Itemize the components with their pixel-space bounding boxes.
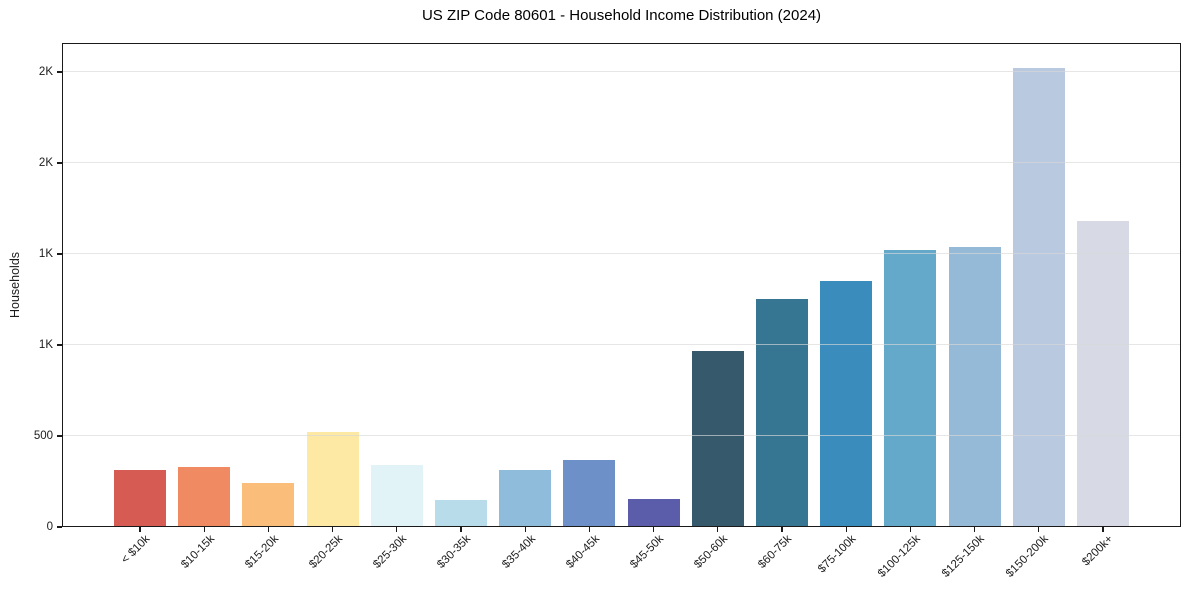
- y-tick-mark: [57, 253, 62, 255]
- y-tick-label: 1K: [38, 247, 53, 260]
- x-tick-mark: [652, 527, 655, 532]
- x-tick-label: $20-25k: [307, 533, 346, 571]
- bar-$60-75k: [755, 298, 808, 527]
- bar-$100-125k: [884, 249, 937, 527]
- x-tick-label: $60-75k: [756, 533, 795, 571]
- bar-$75-100k: [820, 281, 873, 527]
- y-tick-mark: [57, 162, 62, 164]
- y-tick-label: 1K: [38, 338, 53, 351]
- y-tick-label: 2K: [38, 156, 53, 169]
- plot-area: [62, 43, 1181, 527]
- bar-$125-150k: [948, 246, 1001, 527]
- x-tick-mark: [909, 527, 911, 532]
- x-tick-mark: [267, 527, 270, 532]
- y-tick-mark: [57, 526, 62, 528]
- x-tick-label: < $10k: [119, 533, 153, 567]
- x-tick-label: $50-60k: [692, 533, 731, 571]
- gridline: [63, 435, 1180, 437]
- x-tick-mark: [1102, 527, 1104, 532]
- bar-$25-30k: [370, 465, 423, 527]
- bar-$45-50k: [627, 498, 680, 527]
- gridline: [63, 71, 1180, 73]
- bar-$150-200k: [1012, 67, 1065, 527]
- x-tick-mark: [524, 527, 526, 532]
- x-tick-mark: [845, 527, 847, 532]
- x-tick-label: $30-35k: [435, 533, 474, 571]
- y-axis-label: Households: [8, 252, 22, 319]
- x-tick-mark: [203, 527, 205, 532]
- x-tick-mark: [973, 527, 976, 532]
- bar-$10-15k: [178, 466, 231, 527]
- y-tick-label: 2K: [38, 65, 53, 78]
- y-tick-label: 500: [33, 429, 53, 442]
- x-tick-label: $15-20k: [243, 533, 281, 571]
- x-tick-mark: [717, 527, 719, 532]
- x-tick-mark: [396, 527, 398, 532]
- bar-$50-60k: [691, 351, 744, 527]
- x-tick-mark: [781, 527, 783, 532]
- bar-$40-45k: [563, 459, 616, 527]
- y-tick-mark: [57, 435, 62, 437]
- bar-$15-20k: [242, 483, 295, 527]
- x-tick-mark: [332, 527, 334, 532]
- y-tick-label: 0: [46, 520, 53, 533]
- bar-$35-40k: [499, 469, 552, 527]
- x-tick-label: $75-100k: [816, 533, 859, 576]
- bar-< $10k: [114, 469, 167, 527]
- x-tick-label: $200k+: [1079, 533, 1116, 569]
- bar-$200k+: [1076, 221, 1129, 527]
- x-tick-label: $35-40k: [499, 533, 538, 571]
- gridline: [63, 162, 1180, 164]
- chart-title: US ZIP Code 80601 - Household Income Dis…: [421, 7, 822, 24]
- gridline: [63, 344, 1180, 346]
- x-tick-label: $150-200k: [1004, 533, 1052, 580]
- x-tick-label: $40-45k: [564, 533, 602, 571]
- x-tick-label: $10-15k: [178, 533, 217, 571]
- x-tick-mark: [139, 527, 141, 532]
- gridline: [63, 253, 1180, 255]
- x-tick-label: $45-50k: [628, 533, 667, 571]
- bar-$30-35k: [435, 499, 488, 527]
- x-tick-mark: [1038, 527, 1040, 532]
- bar-$20-25k: [306, 432, 359, 527]
- x-tick-label: $25-30k: [371, 533, 410, 571]
- y-tick-mark: [57, 71, 62, 73]
- x-tick-mark: [588, 527, 591, 532]
- x-tick-label: $100-125k: [875, 533, 923, 580]
- x-tick-label: $125-150k: [940, 533, 988, 580]
- y-tick-mark: [57, 344, 62, 346]
- x-tick-mark: [460, 527, 462, 532]
